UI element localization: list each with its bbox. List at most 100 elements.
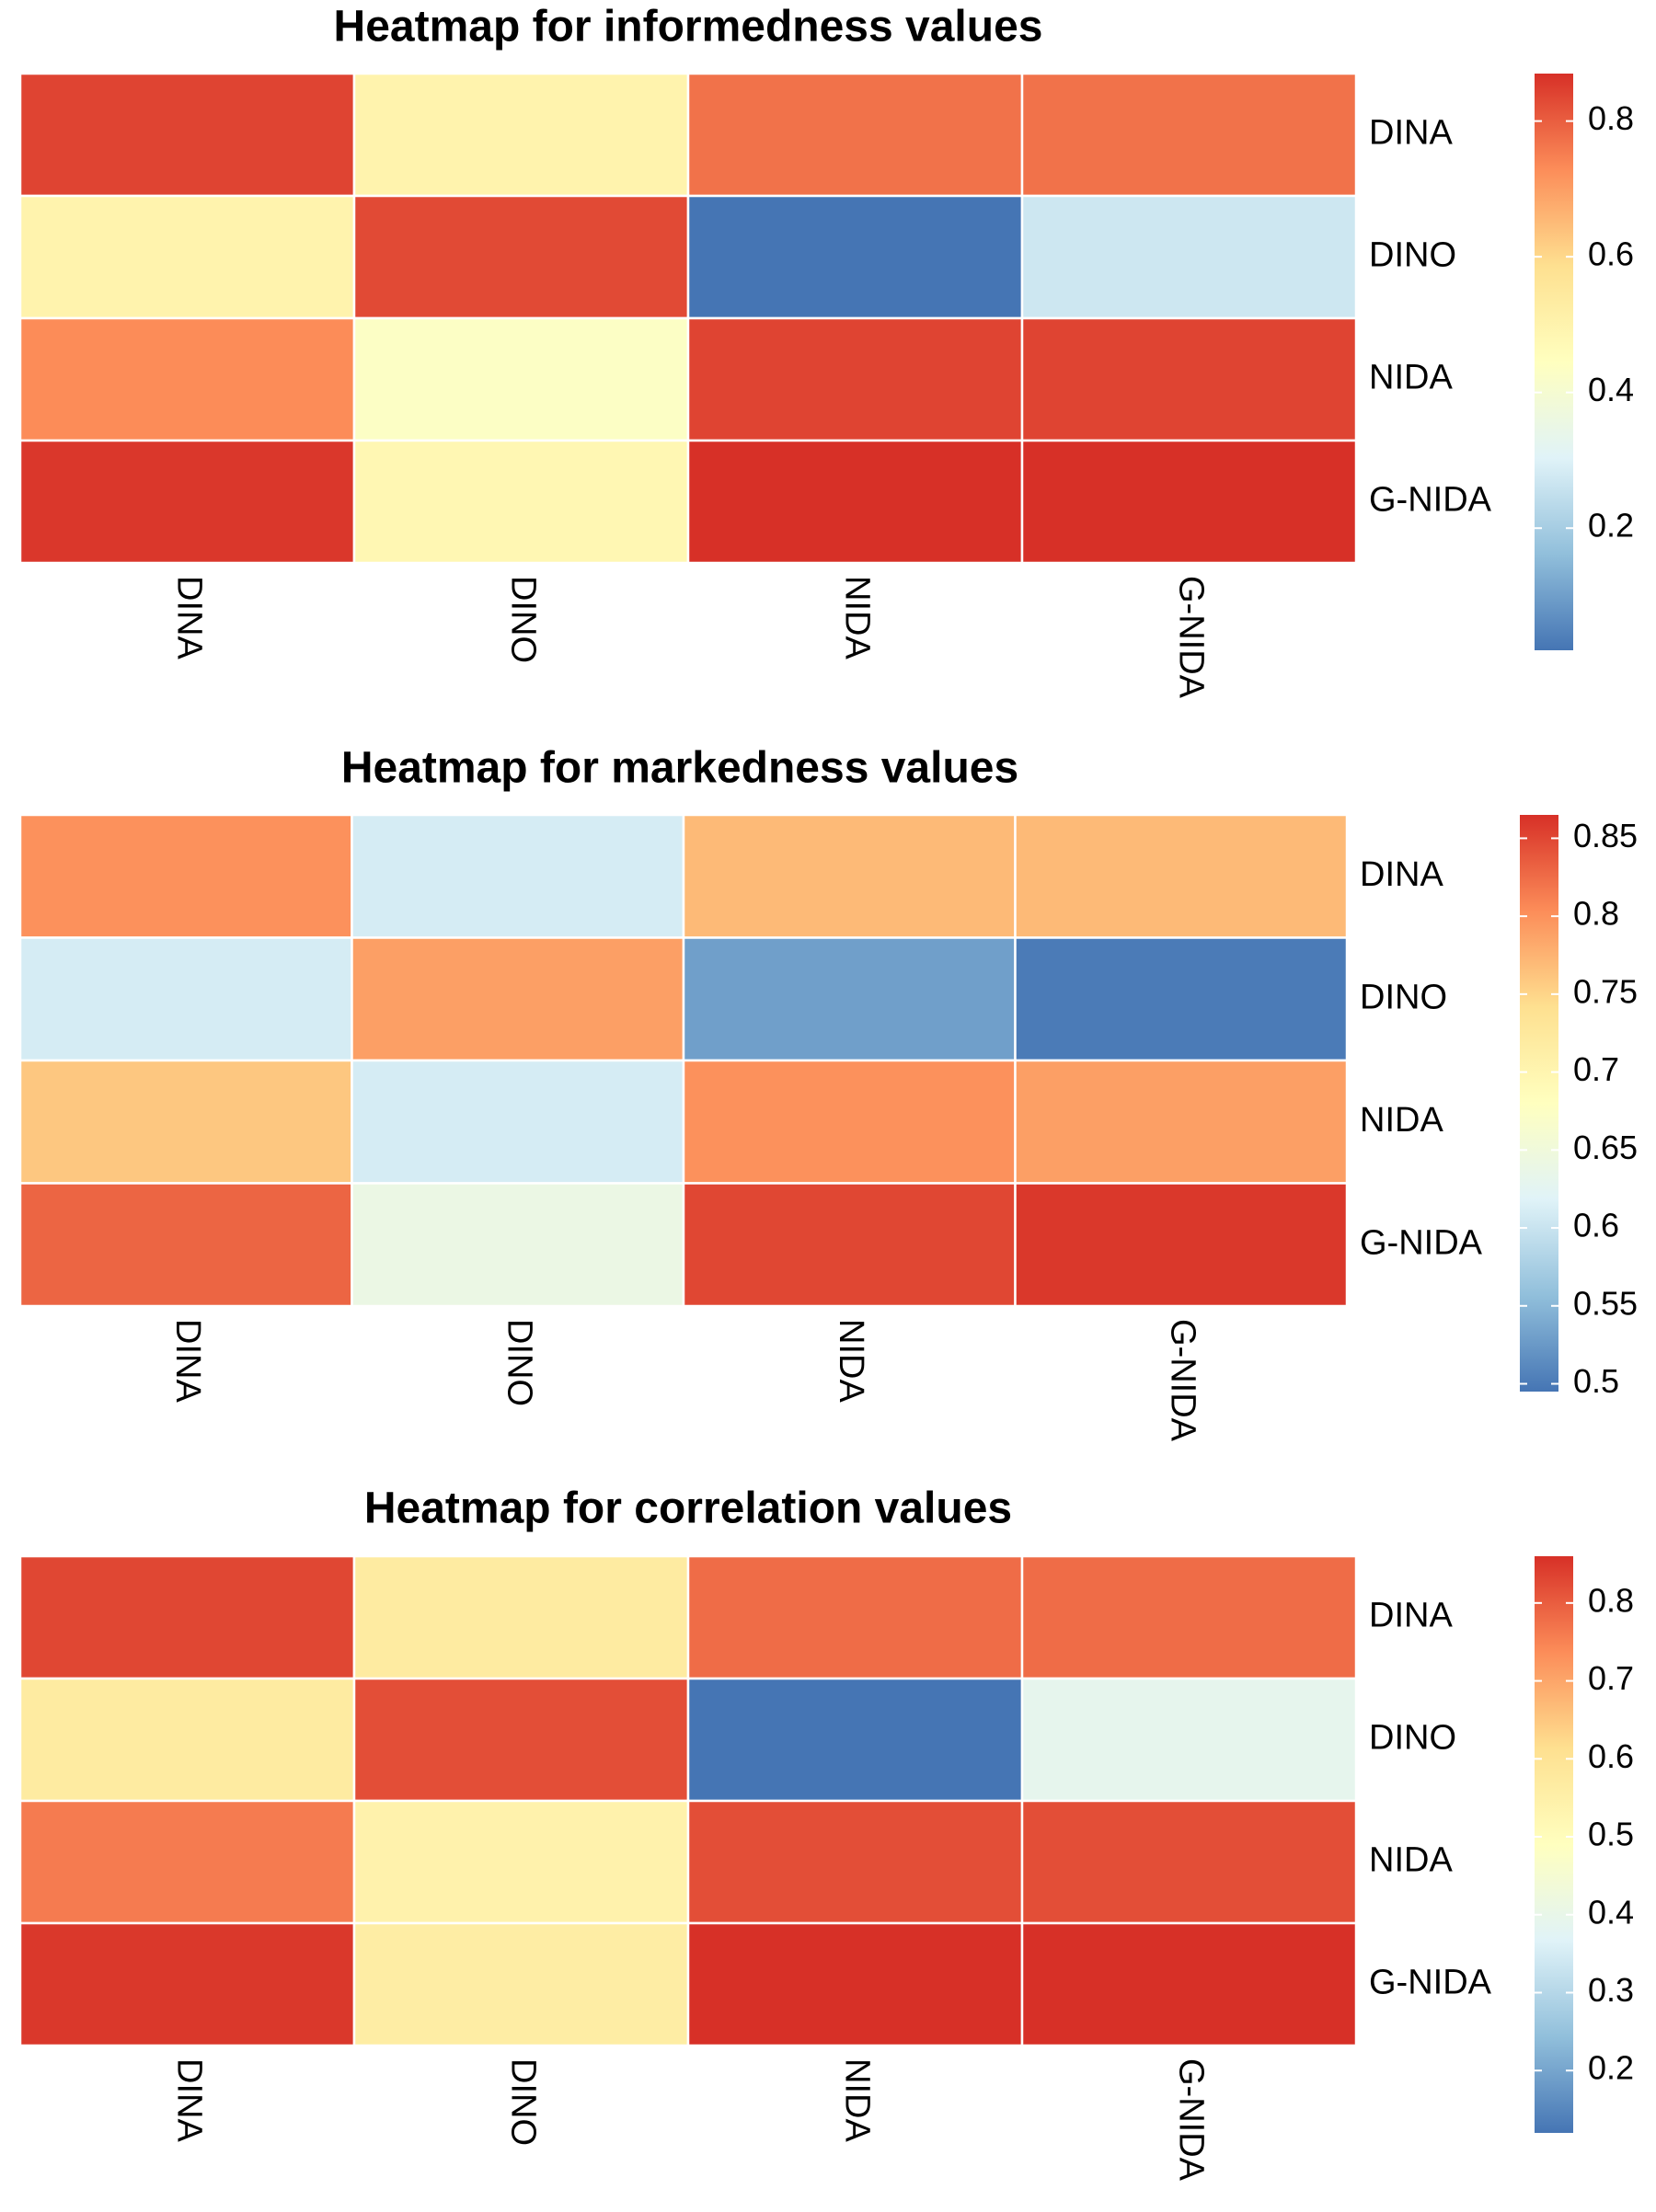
colorbar-tick-label: 0.2 [1588,2049,1634,2087]
heatmap-cell [1020,72,1358,198]
heatmap-cell [686,316,1024,442]
row-label: DINA [1369,114,1453,153]
heatmap-cell [686,72,1024,198]
heatmap-cell [18,1799,356,1925]
heatmap-cell [351,1182,685,1308]
heatmap-cell [686,1677,1024,1803]
heatmap-cell [352,1799,690,1925]
heatmap-cell [352,439,690,565]
row-label: DINA [1369,1597,1453,1635]
column-label: DINO [503,576,542,663]
heatmap-cell [351,813,685,939]
heatmap-cell [1020,1677,1358,1803]
heatmap-cell [682,1182,1017,1308]
heatmap-cell [352,72,690,198]
heatmap-cell [682,813,1017,939]
row-label: NIDA [1369,1841,1453,1880]
heatmap-cell [686,439,1024,565]
colorbar-tick-label: 0.6 [1573,1207,1619,1244]
row-label: NIDA [1369,359,1453,397]
colorbar-tick-label: 0.75 [1573,972,1638,1010]
heatmap-cell [1020,439,1358,565]
colorbar-tick-label: 0.85 [1573,817,1638,854]
colorbar-tick-label: 0.5 [1573,1362,1619,1400]
heatmap-cell [352,316,690,442]
column-label: DINA [169,2058,208,2142]
chart-title: Heatmap for correlation values [364,1484,1012,1533]
heatmap-cell [351,936,685,1062]
heatmap-cell [18,1059,353,1185]
column-label: DINA [169,576,208,659]
heatmap-cell [1020,1799,1358,1925]
column-label: G-NIDA [1164,1319,1202,1442]
column-label: NIDA [832,1319,870,1403]
colorbar [1535,74,1573,650]
heatmap-cell [682,1059,1017,1185]
column-label: G-NIDA [1171,2058,1210,2182]
colorbar [1535,1556,1573,2133]
row-label: DINO [1369,236,1456,275]
heatmap-cell [18,439,356,565]
column-label: NIDA [837,2058,876,2142]
heatmap-cell [686,1921,1024,2047]
heatmap-cell [18,813,353,939]
row-label: G-NIDA [1369,481,1492,520]
heatmap-panel-1: Heatmap for informedness values DINA DINO N… [18,3,1634,699]
colorbar-tick-label: 0.4 [1588,371,1634,408]
column-label: DINA [168,1319,207,1403]
heatmap-cell [1020,1554,1358,1680]
heatmap-cell [352,1677,690,1803]
heatmap-cell [352,1921,690,2047]
colorbar-tick-label: 0.8 [1588,99,1634,137]
heatmap-cell [18,1182,353,1308]
colorbar-tick-label: 0.2 [1588,507,1634,544]
colorbar-tick-label: 0.55 [1573,1284,1638,1322]
heatmap-cell [1014,1059,1349,1185]
heatmap-cell [686,1799,1024,1925]
colorbar [1520,815,1558,1392]
column-label: G-NIDA [1171,576,1210,699]
row-label: DINO [1369,1719,1456,1758]
row-label: G-NIDA [1360,1223,1483,1262]
colorbar-tick-label: 0.6 [1588,1737,1634,1775]
heatmap-cell [352,1554,690,1680]
chart-title: Heatmap for markedness values [341,744,1018,793]
heatmap-cell [18,936,353,1062]
heatmap-cell [352,194,690,320]
heatmap-cell [1020,316,1358,442]
heatmap-cell [682,936,1017,1062]
column-label: NIDA [837,576,876,659]
column-label: DINO [500,1319,539,1406]
heatmap-cell [18,194,356,320]
colorbar-tick-label: 0.7 [1588,1659,1634,1697]
heatmap-panel-2: Heatmap for markedness values DINA DINO NID… [18,744,1638,1442]
colorbar-tick-label: 0.7 [1573,1050,1619,1088]
heatmap-cell [1020,1921,1358,2047]
row-label: DINA [1360,855,1443,894]
heatmap-cell [1020,194,1358,320]
heatmap-cell [18,316,356,442]
heatmap-cell [686,194,1024,320]
heatmap-cell [1014,1182,1349,1308]
heatmap-cell [686,1554,1024,1680]
colorbar-tick-label: 0.3 [1588,1971,1634,2009]
colorbar-tick-label: 0.6 [1588,235,1634,273]
colorbar-tick-label: 0.5 [1588,1816,1634,1853]
heatmap-cell [18,1921,356,2047]
colorbar-tick-label: 0.8 [1573,895,1619,933]
heatmap-cell [18,72,356,198]
heatmap-cell [1014,936,1349,1062]
colorbar-tick-label: 0.8 [1588,1581,1634,1619]
colorbar-tick-label: 0.4 [1588,1893,1634,1931]
colorbar-tick-label: 0.65 [1573,1129,1638,1166]
row-label: NIDA [1360,1101,1443,1140]
heatmap-cell [1014,813,1349,939]
column-label: DINO [503,2058,542,2146]
heatmap-cell [351,1059,685,1185]
row-label: G-NIDA [1369,1964,1492,2002]
heatmap-panel-3: Heatmap for correlation values DINA DINO NI… [18,1484,1634,2182]
row-label: DINO [1360,978,1447,1016]
heatmap-cell [18,1554,356,1680]
